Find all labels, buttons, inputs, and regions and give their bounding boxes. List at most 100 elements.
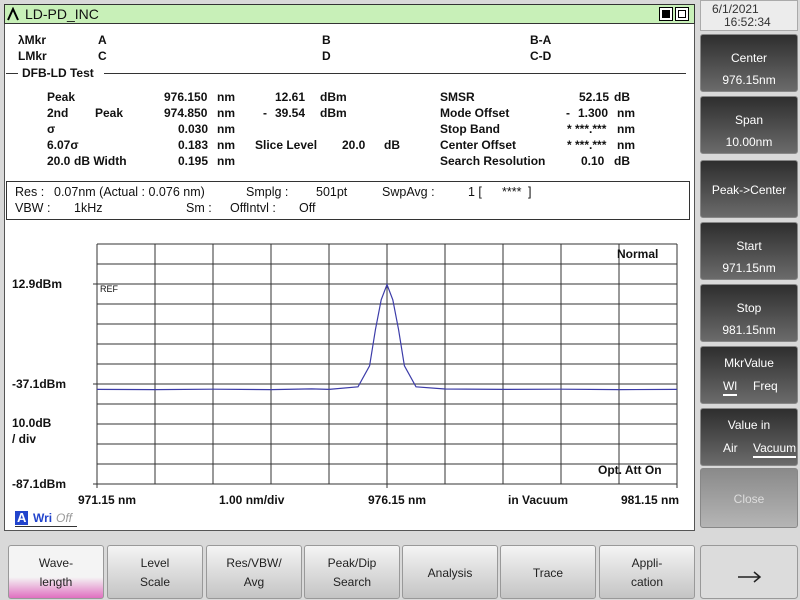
result-text: nm	[617, 122, 635, 136]
softkey[interactable]: Center 976.15nm	[700, 34, 798, 92]
result-text: dBm	[320, 90, 347, 104]
result-text: Mode Offset	[440, 106, 510, 120]
softkey-label: Close	[733, 492, 765, 506]
att-label: Opt. Att On	[598, 463, 662, 477]
setting-text: Sm :	[186, 201, 212, 215]
setting-text: Res :	[15, 185, 45, 199]
y-tick-label: -87.1dBm	[12, 477, 67, 491]
function-key-label: length	[39, 575, 73, 589]
result-text: 1.300	[578, 106, 609, 120]
result-text: * ***.***	[567, 138, 607, 152]
result-text: 0.10	[581, 154, 605, 168]
softkey-label: Stop	[736, 301, 762, 315]
result-text: -	[263, 106, 267, 120]
softkey-option: Air	[723, 441, 738, 455]
settings-box	[6, 181, 690, 220]
window-title: LD-PD_INC	[25, 6, 99, 22]
setting-text: VBW :	[15, 201, 51, 215]
result-text: Peak	[47, 90, 76, 104]
result-text: Center Offset	[440, 138, 517, 152]
result-text: * ***.***	[567, 122, 607, 136]
function-key-label: Level	[140, 556, 170, 570]
function-key[interactable]: Analysis	[402, 545, 498, 599]
softkey-value: 976.15nm	[722, 73, 776, 87]
function-key-label: Trace	[532, 566, 564, 580]
span-div: 1.00 nm/div	[219, 493, 285, 507]
marker-label: C	[98, 49, 107, 63]
x-tick-label: 981.15 nm	[621, 493, 680, 507]
y-tick-label: -37.1dBm	[12, 377, 67, 391]
softkey-label: Peak->Center	[711, 183, 787, 197]
trace-write: Wri	[33, 511, 53, 525]
result-text: nm	[617, 138, 635, 152]
result-text: dB	[614, 154, 630, 168]
function-key[interactable]: Res/VBW/Avg	[206, 545, 302, 599]
result-text: nm	[217, 122, 235, 136]
app-icon	[7, 7, 19, 21]
function-key-label: cation	[630, 575, 664, 589]
separator	[6, 73, 18, 74]
result-text: nm	[217, 106, 235, 120]
softkey[interactable]: Close	[700, 468, 798, 528]
marker-label: C-D	[530, 49, 552, 63]
function-key[interactable]: Level Scale	[107, 545, 203, 599]
softkey[interactable]: MkrValue Wl Freq	[700, 346, 798, 404]
maximize-button[interactable]	[675, 7, 689, 21]
function-key[interactable]: Trace	[500, 545, 596, 599]
softkey[interactable]: Value in Air Vacuum	[700, 408, 798, 466]
result-text: 974.850	[164, 106, 208, 120]
scale-label: 10.0dB	[12, 416, 52, 430]
softkey-label: MkrValue	[724, 356, 774, 370]
function-key-label: Search	[332, 575, 372, 589]
setting-text: 0.07nm (Actual : 0.076 nm)	[54, 185, 205, 199]
x-tick-label: 971.15 nm	[78, 493, 137, 507]
date: 6/1/2021	[712, 2, 759, 16]
setting-text: Intvl :	[246, 201, 276, 215]
result-text: 20.0	[47, 154, 71, 168]
result-text: 39.54	[275, 106, 306, 120]
setting-text: ****	[502, 185, 522, 199]
result-text: nm	[617, 106, 635, 120]
softkey[interactable]: Peak->Center	[700, 160, 798, 218]
function-key-label: Avg	[243, 575, 265, 589]
medium: in Vacuum	[508, 493, 569, 507]
more-key[interactable]	[700, 545, 798, 599]
softkey[interactable]: Start 971.15nm	[700, 222, 798, 280]
result-text: 20.0	[342, 138, 366, 152]
function-key[interactable]: Wave-length	[8, 545, 104, 599]
function-key-label: Wave-	[38, 556, 74, 570]
setting-text: ]	[528, 185, 532, 199]
minimize-button[interactable]	[659, 7, 673, 21]
marker-label: LMkr	[18, 49, 47, 63]
softkey-label: Span	[734, 113, 764, 127]
softkey[interactable]: Stop 981.15nm	[700, 284, 798, 342]
setting-text: Off	[230, 201, 247, 215]
softkey-label: Center	[730, 51, 768, 65]
result-text: Peak	[95, 106, 124, 120]
result-text: Slice Level	[255, 138, 318, 152]
setting-text: Smplg :	[246, 185, 289, 199]
setting-text: SwpAvg :	[382, 185, 435, 199]
datetime-box	[700, 0, 798, 31]
function-key[interactable]: Peak/Dip Search	[304, 545, 400, 599]
function-key[interactable]: Appli-cation	[599, 545, 695, 599]
status-underline	[15, 526, 77, 527]
result-text: nm	[217, 90, 235, 104]
test-title: DFB-LD Test	[22, 66, 94, 80]
trace	[96, 282, 678, 391]
result-text: 2nd	[47, 106, 69, 120]
softkey-value: 971.15nm	[722, 261, 776, 275]
marker-label: D	[322, 49, 331, 63]
trace-state: Off	[56, 511, 73, 525]
result-text: 0.195	[178, 154, 209, 168]
marker-label: B-A	[530, 33, 552, 47]
setting-text: 1 [	[468, 185, 482, 199]
softkey[interactable]: Span 10.00nm	[700, 96, 798, 154]
result-text: 0.183	[178, 138, 209, 152]
setting-text: 1kHz	[74, 201, 103, 215]
trace-mode: Normal	[617, 247, 659, 261]
time: 16:52:34	[724, 15, 771, 29]
ref-label: REF	[100, 284, 118, 294]
marker-label: B	[322, 33, 331, 47]
